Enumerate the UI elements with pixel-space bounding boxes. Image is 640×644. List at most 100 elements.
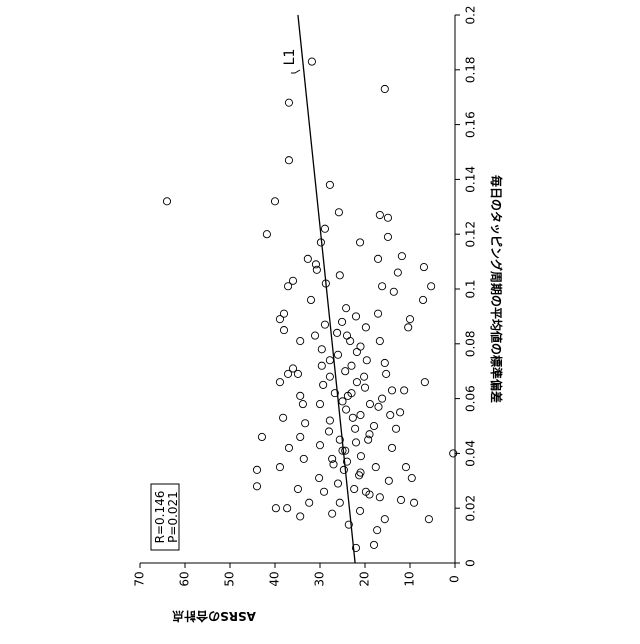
point: [321, 321, 328, 328]
point: [394, 269, 401, 276]
point: [352, 313, 359, 320]
point: [280, 414, 287, 421]
point: [383, 370, 390, 377]
x-tick-label: 0.12: [464, 221, 478, 248]
point: [285, 99, 292, 106]
x-tick-label: 0.04: [464, 440, 478, 467]
point: [253, 466, 260, 473]
point: [311, 332, 318, 339]
point: [326, 417, 333, 424]
point: [366, 400, 373, 407]
x-tick-label: 0.06: [464, 385, 478, 412]
point: [376, 211, 383, 218]
point: [271, 198, 278, 205]
point: [361, 373, 368, 380]
point: [381, 516, 388, 523]
point: [347, 337, 354, 344]
point: [326, 357, 333, 364]
point: [307, 296, 314, 303]
point: [353, 379, 360, 386]
point: [392, 425, 399, 432]
point: [340, 466, 347, 473]
regression-line: [298, 15, 355, 563]
point: [357, 453, 364, 460]
y-tick-label: 10: [403, 571, 417, 586]
point: [401, 387, 408, 394]
point: [397, 496, 404, 503]
point: [297, 392, 304, 399]
point: [361, 384, 368, 391]
point: [313, 266, 320, 273]
point: [379, 395, 386, 402]
x-tick-label: 0.02: [464, 495, 478, 522]
point: [320, 381, 327, 388]
point: [357, 469, 364, 476]
point: [425, 516, 432, 523]
point: [343, 332, 350, 339]
y-tick-label: 40: [268, 571, 282, 586]
point: [284, 283, 291, 290]
point: [285, 157, 292, 164]
point: [318, 362, 325, 369]
point: [334, 329, 341, 336]
point: [372, 464, 379, 471]
point: [385, 477, 392, 484]
point: [357, 411, 364, 418]
point: [363, 357, 370, 364]
line-label: L1: [282, 49, 298, 66]
point: [387, 411, 394, 418]
point: [284, 370, 291, 377]
y-tick-label: 60: [178, 571, 192, 586]
point: [428, 283, 435, 290]
point: [320, 488, 327, 495]
point: [335, 209, 342, 216]
point: [336, 499, 343, 506]
point: [339, 398, 346, 405]
point: [304, 255, 311, 262]
point: [356, 239, 363, 246]
point: [375, 403, 382, 410]
point: [316, 400, 323, 407]
point: [390, 288, 397, 295]
y-tick-label: 50: [223, 571, 237, 586]
chart: 毎日のタッピング周期の平均値の標準偏差 ASRSの合計点 R=0.146 P=0…: [0, 0, 640, 640]
point: [294, 485, 301, 492]
point: [343, 305, 350, 312]
point: [388, 387, 395, 394]
point: [381, 85, 388, 92]
point: [381, 359, 388, 366]
point: [326, 373, 333, 380]
point: [294, 370, 301, 377]
point: [374, 310, 381, 317]
point: [343, 406, 350, 413]
point: [405, 324, 412, 331]
x-tick-label: 0.14: [464, 166, 478, 193]
y-tick-label: 0: [448, 575, 462, 583]
point: [379, 283, 386, 290]
point: [374, 527, 381, 534]
point: [384, 214, 391, 221]
y-axis-label: ASRSの合計点: [172, 609, 256, 624]
point: [420, 263, 427, 270]
point: [338, 318, 345, 325]
point: [334, 351, 341, 358]
point: [376, 494, 383, 501]
point: [351, 485, 358, 492]
point: [384, 233, 391, 240]
point: [163, 198, 170, 205]
label-leader: [291, 70, 300, 73]
y-tick-label: 20: [358, 571, 372, 586]
point: [419, 296, 426, 303]
x-tick-label: 0.18: [464, 56, 478, 83]
point: [374, 255, 381, 262]
point: [342, 368, 349, 375]
point: [297, 433, 304, 440]
point: [410, 499, 417, 506]
point: [299, 400, 306, 407]
point: [356, 507, 363, 514]
x-axis-label: 毎日のタッピング周期の平均値の標準偏差: [489, 175, 504, 403]
point: [421, 379, 428, 386]
x-tick-label: 0.1: [464, 279, 478, 298]
x-tick-label: 0.2: [464, 5, 478, 24]
point: [325, 428, 332, 435]
